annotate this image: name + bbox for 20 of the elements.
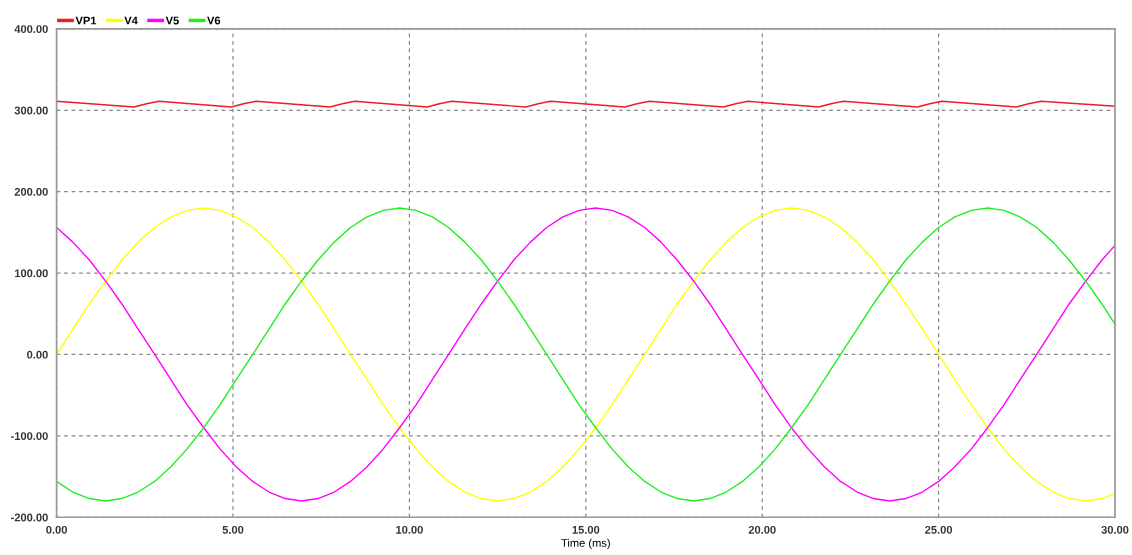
x-tick-label: 20.00 (748, 525, 776, 534)
legend-label: VP1 (75, 16, 97, 25)
x-tick-label: 30.00 (1101, 525, 1129, 534)
y-tick-label: -100.00 (11, 432, 48, 440)
y-tick-label: 100.00 (14, 269, 48, 278)
x-tick-label: 15.00 (572, 525, 600, 534)
y-tick-label: 400.00 (14, 25, 48, 33)
y-tick-label: 0.00 (27, 350, 48, 359)
x-tick-label: 10.00 (396, 525, 423, 534)
y-tick-label: -200.00 (11, 513, 48, 522)
x-tick-label: 5.00 (222, 525, 244, 534)
y-tick-label: 300.00 (14, 106, 48, 115)
legend-label: V4 (124, 16, 138, 25)
x-tick-label: 0.00 (46, 525, 67, 534)
line-series (56, 207, 1116, 502)
x-axis-title: Time (ms) (561, 538, 610, 550)
legend-label: V6 (207, 16, 221, 25)
legend-label: V5 (165, 16, 179, 25)
x-tick-label: 25.00 (925, 525, 953, 534)
y-tick-label: 200.00 (14, 187, 48, 196)
